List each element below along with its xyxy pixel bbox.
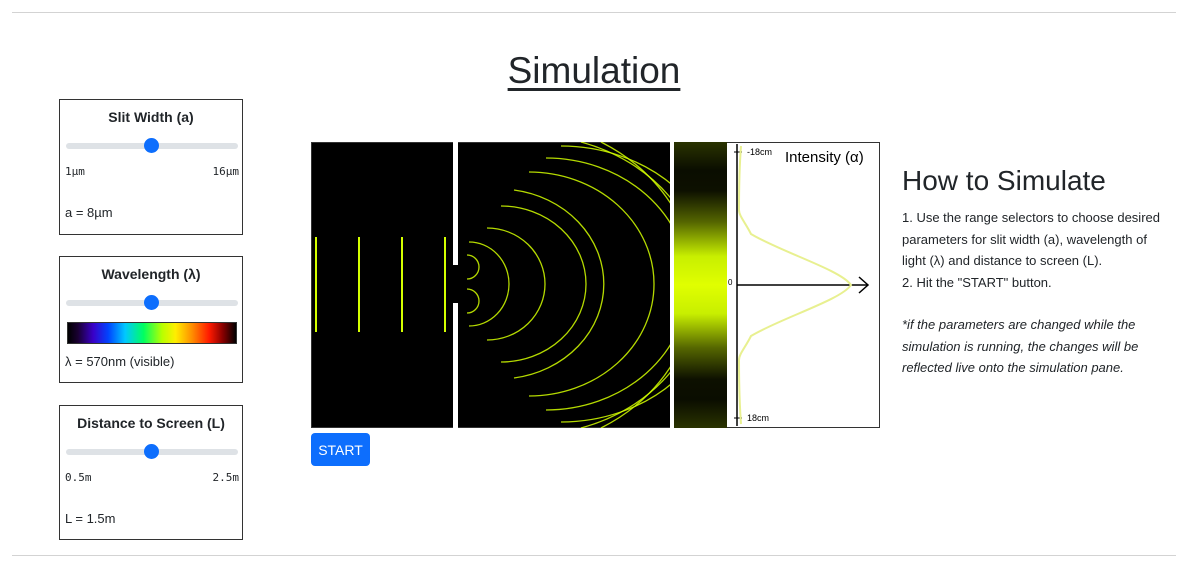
- howto-note-line: reflected live onto the simulation pane.: [902, 360, 1124, 375]
- start-button[interactable]: START: [311, 433, 370, 466]
- distance-slider[interactable]: [66, 444, 238, 460]
- intensity-arrow-head: [858, 276, 870, 294]
- slit-width-title: Slit Width (a): [108, 109, 194, 125]
- wavelength-card: Wavelength (λ) λ = 570nm (visible): [59, 256, 243, 383]
- distance-title: Distance to Screen (L): [77, 415, 225, 431]
- wavelength-value: λ = 570nm (visible): [65, 354, 175, 369]
- intensity-label: Intensity (α): [785, 149, 864, 166]
- simulation-pane: Intensity (α) -18cm 0 18cm: [311, 142, 880, 428]
- wavelength-thumb[interactable]: [144, 295, 159, 310]
- top-divider: [12, 12, 1176, 13]
- howto-steps: 1. Use the range selectors to choose des…: [902, 207, 1184, 293]
- howto-step-line: light (λ) and distance to screen (L).: [902, 253, 1103, 268]
- bottom-divider: [12, 555, 1176, 556]
- visible-spectrum-bar: [67, 322, 237, 344]
- howto-title: How to Simulate: [902, 165, 1106, 196]
- howto-step-line: parameters for slit width (a), wavelengt…: [902, 231, 1147, 247]
- intensity-curve: [737, 145, 853, 425]
- top-tick-label: -18cm: [747, 147, 772, 157]
- distance-thumb[interactable]: [144, 444, 159, 459]
- projection-screen: [670, 142, 674, 428]
- howto-note-line: simulation is running, the changes will …: [902, 338, 1139, 354]
- distance-min-label: 0.5m: [65, 471, 92, 484]
- center-tick-label: 0: [728, 278, 733, 287]
- simulation-background: [311, 142, 727, 428]
- slit-width-thumb[interactable]: [144, 138, 159, 153]
- howto-step-line: 2. Hit the "START" button.: [902, 274, 1052, 290]
- wavelength-slider[interactable]: [66, 295, 238, 311]
- slit-width-value: a = 8µm: [65, 205, 113, 220]
- bottom-tick-label: 18cm: [747, 413, 769, 423]
- slit-width-max-label: 16µm: [212, 165, 240, 178]
- slit-width-card: Slit Width (a) 1µm 16µm a = 8µm: [59, 99, 243, 235]
- distance-max-label: 2.5m: [212, 471, 240, 484]
- wavelength-title: Wavelength (λ): [101, 266, 201, 282]
- distance-card: Distance to Screen (L) 0.5m 2.5m L = 1.5…: [59, 405, 243, 540]
- howto-note-line: *if the parameters are changed while the: [902, 317, 1136, 332]
- howto-step-line: 1. Use the range selectors to choose des…: [902, 210, 1160, 225]
- simulation-border: [311, 142, 880, 428]
- diffracted-wavefronts: [466, 142, 722, 428]
- slit-barrier-lower: [453, 303, 458, 428]
- slit-barrier-upper: [453, 142, 458, 265]
- page-title: Simulation: [507, 50, 681, 91]
- howto-note: *if the parameters are changed while the…: [902, 314, 1184, 379]
- slit-width-slider[interactable]: [66, 138, 238, 154]
- slit-width-min-label: 1µm: [65, 165, 85, 178]
- distance-value: L = 1.5m: [65, 511, 116, 526]
- interference-pattern: [674, 142, 727, 428]
